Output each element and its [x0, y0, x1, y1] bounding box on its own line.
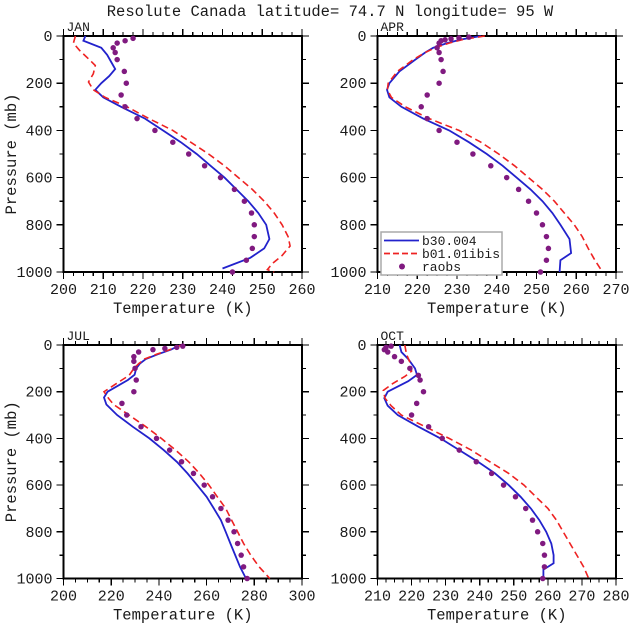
panel-month-label: JUL: [67, 329, 90, 344]
x-axis-title: Temperature (K): [427, 300, 567, 318]
x-tick-label: 240: [209, 282, 236, 299]
axis-ticks: [370, 338, 623, 586]
x-axis-title: Temperature (K): [113, 300, 253, 318]
panel-month-label: APR: [381, 20, 405, 35]
x-tick-label: 260: [534, 589, 561, 606]
x-tick-label: 260: [563, 282, 590, 299]
panel-jul: 200 220 240 260 280 300 0 200 400 600 800 1000 JUL Te…: [3, 329, 316, 625]
oct-b30.004-line: [383, 344, 555, 579]
y-tick-label: 600: [339, 478, 366, 495]
apr-raobs-dots: [418, 34, 552, 275]
apr-b30.004-line: [386, 35, 573, 273]
apr-b01.01ibis-line: [386, 35, 604, 273]
legend-label-b30.004: b30.004: [422, 234, 477, 249]
y-tick-label: 1000: [16, 265, 52, 282]
x-tick-label: 220: [404, 282, 431, 299]
y-tick-label: 1000: [330, 572, 366, 589]
y-tick-label: 400: [339, 123, 366, 140]
y-tick-label: 1000: [330, 265, 366, 282]
y-tick-label: 200: [339, 385, 366, 402]
x-tick-label: 210: [90, 282, 117, 299]
x-tick-label: 220: [398, 589, 425, 606]
x-tick-label: 240: [145, 589, 172, 606]
x-tick-label: 260: [193, 589, 220, 606]
oct-b01.01ibis-line: [382, 344, 590, 579]
x-axis-title: Temperature (K): [113, 607, 253, 625]
jul-b01.01ibis-line: [102, 344, 271, 580]
x-tick-label: 210: [364, 282, 391, 299]
x-tick-label: 250: [500, 589, 527, 606]
jan-b01.01ibis-line: [72, 35, 291, 273]
y-tick-label: 200: [25, 385, 52, 402]
x-tick-label: 230: [443, 282, 470, 299]
y-tick-label: 400: [25, 431, 52, 448]
x-tick-label: 210: [364, 589, 391, 606]
y-tick-label: 600: [339, 171, 366, 188]
x-tick-label: 280: [602, 589, 629, 606]
y-tick-label: 800: [25, 525, 52, 542]
panel-month-label: OCT: [381, 329, 405, 344]
x-axis-title: Temperature (K): [427, 607, 567, 625]
y-tick-label: 400: [25, 123, 52, 140]
y-tick-label: 400: [339, 431, 366, 448]
x-tick-label: 200: [50, 282, 77, 299]
y-axis-title: Pressure (mb): [3, 401, 21, 522]
x-tick-label: 220: [129, 282, 156, 299]
y-tick-label: 1000: [16, 572, 52, 589]
y-tick-label: 0: [357, 338, 366, 355]
x-tick-label: 260: [288, 282, 315, 299]
y-tick-label: 0: [43, 338, 52, 355]
x-tick-label: 240: [483, 282, 510, 299]
panel-oct: 210 220 230 240 250 260 270 280 0 200 400 600 800 100…: [330, 329, 629, 625]
x-tick-label: 200: [50, 589, 77, 606]
jul-b30.004-line: [103, 344, 247, 579]
x-tick-label: 230: [432, 589, 459, 606]
jan-b30.004-line: [82, 35, 271, 270]
x-tick-label: 240: [466, 589, 493, 606]
panel-frame: [62, 35, 303, 273]
panels-container: 200 210 220 230 240 250 260 0 200 400 600 800 1000 JA…: [3, 20, 630, 625]
oct-raobs-dots: [381, 343, 548, 582]
jan-raobs-dots: [110, 35, 258, 275]
legend-marker-raobs: [399, 263, 405, 270]
x-tick-label: 250: [523, 282, 550, 299]
legend-label-b01.01ibis: b01.01ibis: [422, 247, 500, 262]
jul-raobs-dots: [119, 343, 250, 582]
legend-label-raobs: raobs: [422, 260, 461, 275]
x-tick-label: 220: [98, 589, 125, 606]
x-tick-label: 230: [169, 282, 196, 299]
y-tick-label: 0: [357, 29, 366, 46]
figure-title: Resolute Canada latitude= 74.7 N longitu…: [107, 3, 554, 21]
y-tick-label: 800: [339, 218, 366, 235]
x-tick-label: 270: [568, 589, 595, 606]
panel-jan: 200 210 220 230 240 250 260 0 200 400 600 800 1000 JA…: [3, 20, 316, 318]
y-tick-label: 200: [339, 76, 366, 93]
y-tick-label: 800: [25, 218, 52, 235]
y-tick-label: 600: [25, 171, 52, 188]
panel-frame: [376, 344, 617, 580]
x-tick-label: 250: [249, 282, 276, 299]
panel-month-label: JAN: [67, 20, 90, 35]
y-tick-label: 200: [25, 76, 52, 93]
y-tick-label: 800: [339, 525, 366, 542]
x-tick-label: 300: [288, 589, 315, 606]
x-tick-label: 270: [602, 282, 629, 299]
y-tick-label: 0: [43, 29, 52, 46]
y-tick-label: 600: [25, 478, 52, 495]
y-axis-title: Pressure (mb): [3, 94, 21, 215]
panel-apr: 210 220 230 240 250 260 270 0 200 400 600 800 1000 AP…: [330, 20, 629, 318]
x-tick-label: 280: [241, 589, 268, 606]
